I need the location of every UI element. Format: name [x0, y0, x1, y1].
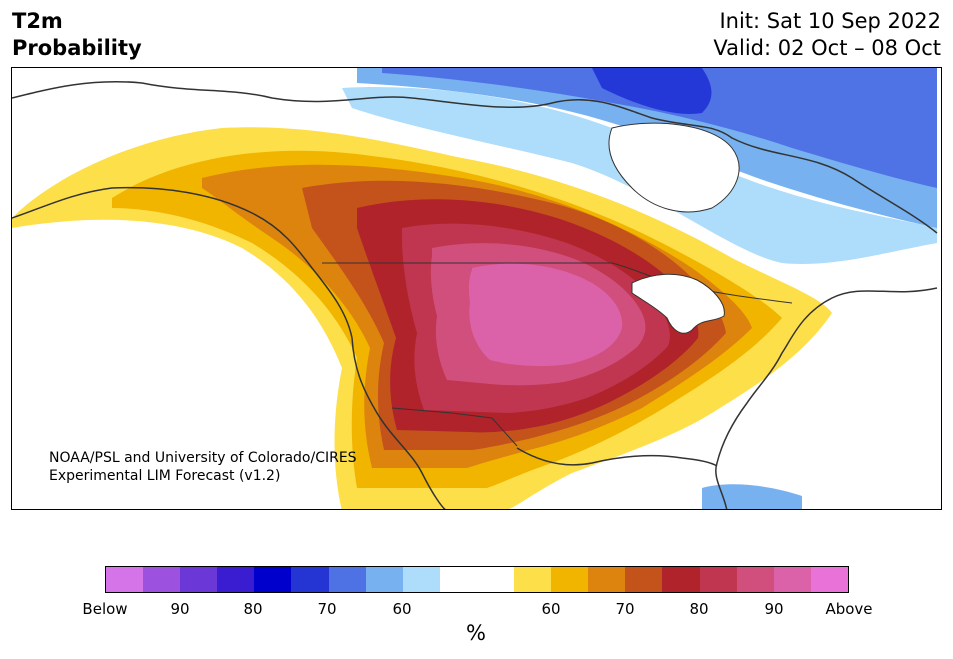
great-lakes: [631, 273, 725, 334]
colorbar-tick-label: 70: [615, 600, 635, 618]
map-canvas: [12, 68, 938, 509]
colorbar-ticks: Below 90 80 70 60 60 70 80 90 Above: [0, 600, 953, 620]
colorbar-swatch: [662, 567, 700, 592]
colorbar-tick-label: 60: [541, 600, 561, 618]
colorbar-swatch: [402, 567, 440, 592]
cold-zone-deep: [592, 68, 712, 114]
colorbar-tick-label: 80: [689, 600, 709, 618]
measure-label: Probability: [12, 36, 142, 60]
colorbar-swatch: [439, 567, 477, 592]
colorbar-swatch: [291, 567, 329, 592]
coastline-north: [12, 80, 938, 234]
colorbar-swatch: [180, 567, 218, 592]
credit-line-2: Experimental LIM Forecast (v1.2): [49, 468, 281, 484]
us-mexico-border: [391, 407, 518, 447]
colorbar-swatch: [588, 567, 626, 592]
colorbar-swatch: [143, 567, 181, 592]
colorbar-tick-label: Below: [82, 600, 128, 618]
colorbar-tick-label: 70: [317, 600, 337, 618]
coastline-west: [12, 186, 446, 509]
colorbar-swatch: [328, 567, 366, 592]
colorbar-unit: %: [466, 621, 486, 645]
colorbar: [105, 566, 849, 593]
colorbar-swatch: [551, 567, 589, 592]
cold-zone-florida: [702, 484, 802, 509]
forecast-dates: Init: Sat 10 Sep 2022 Valid: 02 Oct – 08…: [713, 8, 941, 62]
colorbar-swatch: [699, 567, 737, 592]
colorbar-swatch: [217, 567, 255, 592]
colorbar-swatch: [810, 567, 848, 592]
valid-range: Valid: 02 Oct – 08 Oct: [713, 36, 941, 60]
variable-label: T2m: [12, 9, 63, 33]
credit-note: NOAA/PSL and University of Colorado/CIRE…: [49, 449, 357, 485]
credit-line-1: NOAA/PSL and University of Colorado/CIRE…: [49, 450, 357, 466]
colorbar-swatch: [736, 567, 774, 592]
colorbar-tick-label: 80: [243, 600, 263, 618]
coastline-east: [715, 287, 938, 509]
colorbar-swatch: [773, 567, 811, 592]
colorbar-tick-label: 90: [170, 600, 190, 618]
colorbar-swatch: [625, 567, 663, 592]
probability-map: [11, 67, 942, 510]
colorbar-swatch: [514, 567, 552, 592]
gulf-coast: [516, 447, 718, 467]
colorbar-tick-label: Above: [825, 600, 873, 618]
warm-band-pink: [468, 263, 623, 367]
hudson-bay: [608, 122, 740, 213]
map-title: T2m Probability: [12, 8, 142, 62]
init-date: Init: Sat 10 Sep 2022: [719, 9, 941, 33]
colorbar-swatch: [254, 567, 292, 592]
colorbar-swatch: [476, 567, 515, 592]
colorbar-tick-label: 90: [764, 600, 784, 618]
colorbar-swatch: [106, 567, 144, 592]
colorbar-tick-label: 60: [392, 600, 412, 618]
colorbar-swatch: [365, 567, 403, 592]
cold-zone-mid: [382, 68, 937, 188]
